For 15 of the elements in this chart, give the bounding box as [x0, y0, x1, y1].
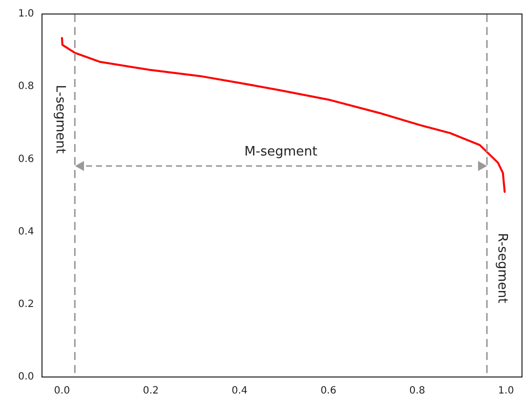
y-tick-label: 0.2 [18, 298, 34, 310]
y-tick-label: 0.4 [18, 226, 34, 238]
x-tick-label: 0.2 [142, 386, 159, 397]
x-tick-label: 0.6 [320, 386, 336, 397]
x-tick-label: 0.8 [409, 386, 426, 397]
x-tick-label: 0.0 [54, 386, 70, 397]
x-tick-label: 0.4 [232, 386, 248, 397]
x-tick-label: 1.0 [498, 386, 514, 397]
ref-line-label: L-segment [52, 84, 68, 154]
y-tick-label: 0.8 [18, 81, 34, 92]
y-tick-label: 1.0 [18, 8, 34, 20]
y-tick-label: 0.0 [18, 372, 34, 383]
ref-line-label: R-segment [494, 232, 510, 304]
y-tick-label: 0.6 [18, 154, 34, 165]
annotation: M-segment [244, 144, 318, 160]
